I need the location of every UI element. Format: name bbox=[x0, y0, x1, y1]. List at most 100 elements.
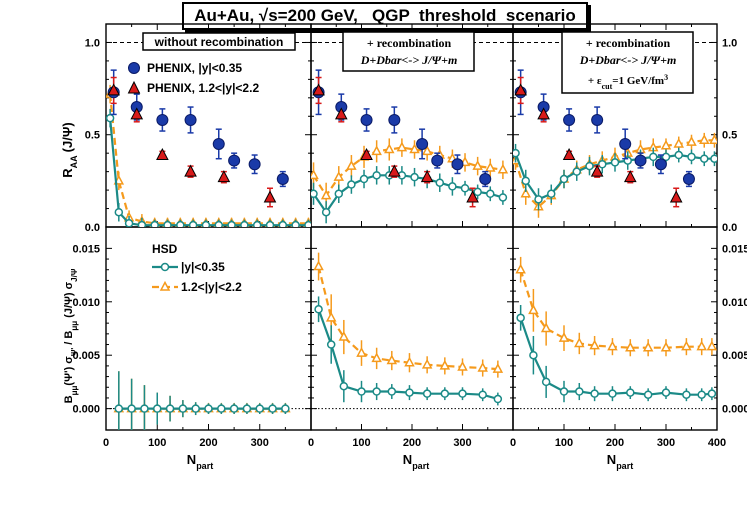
text-layer: RAA(J/Ψ) Bμμ(Ψ') σΨ' / Bμμ (J/Ψ) σJ/Ψ Np… bbox=[60, 31, 694, 471]
hsd-mid-bottom-0-point bbox=[204, 404, 213, 413]
legend-phenix-fwd-marker bbox=[127, 80, 141, 94]
hsd-mid-bottom-2-point bbox=[661, 388, 671, 397]
hsd-mid-bottom-1-point bbox=[493, 394, 503, 404]
hsd-mid-bottom-2-point bbox=[682, 390, 691, 399]
legend-hsd-mid-marker bbox=[160, 262, 170, 272]
x-tick-label: 200 bbox=[606, 437, 624, 449]
phenix-mid-point bbox=[431, 154, 444, 167]
hsd-fwd-top-1-point bbox=[485, 161, 496, 172]
hsd-mid-bottom-2-group bbox=[516, 304, 717, 403]
panel-label-middle-box bbox=[342, 31, 475, 72]
hsd-mid-top-1-point bbox=[347, 180, 356, 189]
top-y-label: RAA(J/Ψ) bbox=[60, 122, 79, 177]
phenix-fwd-point bbox=[514, 83, 527, 96]
legend-phenix-fwd-label: PHENIX, 1.2<|y|<2.2 bbox=[147, 81, 259, 95]
hsd-mid-bottom-0-point bbox=[140, 404, 149, 413]
phenix-mid-point bbox=[634, 154, 647, 167]
panel-frame-top-0 bbox=[105, 23, 312, 228]
hsd-fwd-top-1-point bbox=[396, 141, 408, 152]
hsd-mid-top-0-point bbox=[265, 220, 275, 227]
hsd-mid-bottom-1-point bbox=[405, 388, 414, 397]
hsd-fwd-bottom-2-point bbox=[574, 337, 585, 348]
panel-label-middle-line1: + recombination bbox=[367, 36, 452, 50]
hsd-fwd-bottom-1-point bbox=[338, 330, 350, 341]
phenix-mid-point bbox=[563, 113, 576, 126]
hsd-fwd-bottom-1-point bbox=[421, 358, 433, 369]
phenix-fwd-point bbox=[420, 170, 434, 183]
hsd-fwd-bottom-2-point bbox=[681, 340, 692, 351]
y-tick-label-bottom-left: 0.010 bbox=[72, 297, 100, 309]
hsd-mid-top-2-point bbox=[710, 154, 717, 163]
hsd-mid-bottom-0-point bbox=[165, 404, 175, 413]
hsd-mid-bottom-1-point bbox=[478, 390, 487, 399]
hsd-mid-top-0-point bbox=[304, 220, 311, 227]
hsd-mid-top-2-point bbox=[598, 160, 607, 169]
hsd-fwd-top-2-point bbox=[686, 136, 697, 146]
x-tick-label: 100 bbox=[148, 437, 166, 449]
hsd-fwd-bottom-2-point bbox=[625, 341, 636, 352]
hsd-mid-top-1-group bbox=[311, 166, 508, 224]
phenix-mid-point bbox=[591, 113, 604, 126]
hsd-fwd-bottom-2-point bbox=[589, 339, 600, 350]
hsd-mid-bottom-2-point bbox=[643, 390, 653, 399]
y-tick-label-bottom-right: 0.000 bbox=[722, 404, 747, 416]
hsd-mid-top-1-point bbox=[311, 189, 318, 199]
hsd-fwd-top-1-point bbox=[333, 171, 345, 181]
y-tick-label-bottom-right: 0.005 bbox=[722, 350, 747, 362]
hsd-mid-bottom-2-point bbox=[707, 389, 717, 398]
phenix-mid-point bbox=[654, 158, 667, 171]
hsd-mid-top-0-point bbox=[278, 220, 288, 227]
hsd-mid-bottom-2-point bbox=[590, 389, 599, 398]
hsd-mid-bottom-0-point bbox=[268, 404, 277, 413]
hsd-mid-top-0-point bbox=[252, 220, 262, 227]
hsd-mid-bottom-0-point bbox=[281, 404, 290, 413]
hsd-mid-top-1-point bbox=[359, 174, 369, 184]
phenix-fwd-point bbox=[130, 107, 144, 120]
legend-hsd-title: HSD bbox=[152, 242, 178, 256]
figure-title: Au+Au, √s=200 GeV, QGP threshold scenari… bbox=[182, 2, 588, 30]
phenix-data-group-0 bbox=[107, 69, 289, 208]
panel-label-right-line1: + recombination bbox=[586, 36, 671, 50]
x-label-middle: Npart bbox=[403, 452, 429, 471]
hsd-mid-bottom-0-point bbox=[127, 404, 136, 413]
phenix-fwd-point bbox=[156, 147, 169, 161]
panel-frame-bottom-0 bbox=[105, 226, 312, 431]
hsd-fwd-top-1-point bbox=[371, 145, 382, 156]
phenix-mid-point bbox=[156, 113, 169, 126]
panel-label-right-box bbox=[561, 31, 694, 94]
phenix-data-group-2 bbox=[514, 69, 695, 208]
phenix-mid-point bbox=[451, 158, 464, 171]
hsd-fwd-bottom-2-point bbox=[558, 332, 570, 342]
y-tick-label-top-left: 0.5 bbox=[85, 130, 100, 142]
plot-layer: 0.0 0.0 0.5 0.5 1.0 1.0 0.000 0.000 0.005 0.005 0.… bbox=[72, 23, 747, 449]
hsd-fwd-top-1-point bbox=[497, 163, 509, 174]
hsd-fwd-bottom-2-point bbox=[528, 304, 539, 315]
x-tick-label: 100 bbox=[555, 437, 573, 449]
legend-hsd-mid-label: |y|<0.35 bbox=[181, 260, 225, 274]
hsd-mid-top-0-point bbox=[240, 220, 249, 227]
hsd-fwd-bottom-2-point bbox=[696, 340, 707, 351]
hsd-fwd-bottom-1-point bbox=[313, 260, 324, 271]
hsd-mid-top-0-line bbox=[109, 117, 309, 227]
hsd-mid-bottom-1-point bbox=[314, 305, 323, 314]
hsd-fwd-top-1-point bbox=[409, 143, 420, 154]
hsd-mid-bottom-1-point bbox=[357, 387, 366, 396]
y-tick-label-top-right: 1.0 bbox=[722, 37, 737, 49]
x-tick-label: 300 bbox=[251, 437, 269, 449]
phenix-fwd-point bbox=[217, 170, 231, 183]
legend-hsd-fwd-marker bbox=[159, 280, 171, 291]
hsd-mid-top-0-point bbox=[137, 220, 147, 227]
hsd-fwd-bottom-2-point bbox=[607, 340, 618, 351]
hsd-fwd-bottom-1-point bbox=[371, 352, 382, 363]
hsd-mid-top-2-point bbox=[700, 154, 709, 163]
hsd-fwd-bottom-1-point bbox=[439, 359, 451, 370]
hsd-fwd-bottom-1-point bbox=[477, 361, 488, 372]
hsd-fwd-top-1-point bbox=[311, 169, 319, 180]
hsd-mid-top-2-point bbox=[547, 189, 556, 199]
hsd-mid-top-0-point bbox=[227, 220, 236, 227]
panel-label-middle-line2: D+Dbar<-> J/Ψ+m bbox=[360, 53, 458, 67]
phenix-fwd-point bbox=[562, 147, 576, 161]
x-tick-label: 200 bbox=[403, 437, 421, 449]
phenix-mid-point bbox=[682, 173, 695, 186]
hsd-mid-top-1-point bbox=[486, 189, 495, 199]
